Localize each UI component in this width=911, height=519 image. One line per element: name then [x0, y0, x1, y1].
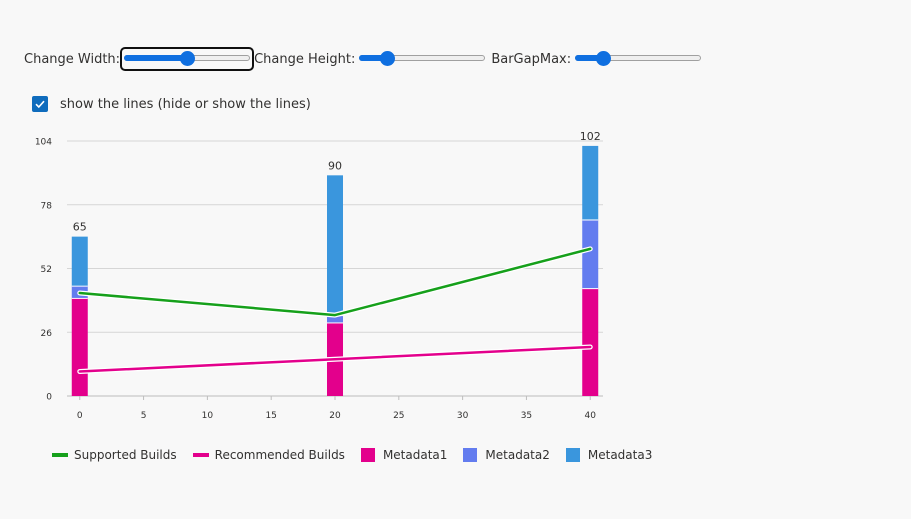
change-height-slider[interactable]: [357, 49, 487, 69]
legend-label: Supported Builds: [74, 448, 177, 462]
legend-label: Metadata2: [485, 448, 550, 462]
legend-swatch: [52, 453, 68, 457]
y-tick-label: 78: [41, 201, 53, 211]
slider-fill: [124, 55, 188, 61]
bargap-slider[interactable]: [573, 49, 703, 69]
change-width-label: Change Width:: [24, 51, 121, 67]
x-tick-label: 10: [202, 411, 214, 421]
legend-item-metadata1[interactable]: Metadata1: [360, 448, 448, 462]
slider-fill: [359, 55, 388, 61]
bar-totals: 65 90 102: [73, 130, 601, 234]
bar-segment-metadata3: [327, 175, 343, 316]
change-width-slider[interactable]: [120, 47, 255, 71]
slider-thumb[interactable]: [180, 51, 196, 66]
show-lines-row: show the lines (hide or show the lines): [32, 96, 311, 112]
bargap-control: BarGapMax:: [491, 49, 703, 69]
x-tick-label: 20: [329, 411, 341, 421]
legend-label: Recommended Builds: [214, 448, 345, 462]
bar-total-label: 102: [580, 130, 601, 143]
y-tick-label: 52: [41, 265, 52, 275]
legend-item-recommended-builds[interactable]: Recommended Builds: [192, 448, 345, 462]
bar-total-label: 90: [328, 159, 342, 172]
legend: Supported Builds Recommended Builds Meta…: [52, 448, 668, 462]
x-tick-label: 30: [457, 411, 469, 421]
bar-total-label: 65: [73, 221, 87, 234]
bar-segment-metadata3: [582, 145, 599, 220]
legend-label: Metadata3: [587, 448, 653, 462]
slider-thumb[interactable]: [595, 51, 611, 66]
x-tick-label: 25: [393, 411, 404, 421]
y-tick-label: 26: [41, 329, 53, 339]
bar-segment-metadata1: [582, 288, 599, 396]
legend-swatch: [565, 448, 580, 462]
show-lines-label: show the lines (hide or show the lines): [60, 96, 311, 112]
y-tick-label: 0: [46, 393, 52, 403]
y-axis: 0 26 52 78 104: [35, 138, 52, 403]
legend-swatch: [360, 448, 375, 462]
bar-segment-metadata2: [327, 315, 343, 323]
slider-thumb[interactable]: [380, 51, 396, 66]
line-recommended-builds: [78, 345, 592, 373]
checkmark-icon: [35, 100, 45, 109]
lines: [77, 246, 593, 374]
bar-segment-metadata1: [71, 297, 88, 396]
bar-segment-metadata2: [582, 219, 599, 289]
legend-swatch: [463, 448, 478, 462]
legend-item-metadata3[interactable]: Metadata3: [565, 448, 653, 462]
bar-segment-metadata3: [71, 236, 88, 286]
show-lines-checkbox[interactable]: [32, 96, 48, 112]
y-tick-label: 104: [35, 138, 52, 148]
x-tick-label: 15: [265, 411, 276, 421]
controls-bar: Change Width: Change Height: BarGapMax:: [24, 47, 703, 71]
legend-item-metadata2[interactable]: Metadata2: [463, 448, 550, 462]
x-tick-label: 5: [141, 411, 147, 421]
legend-swatch: [192, 453, 209, 457]
change-height-label: Change Height:: [254, 51, 356, 67]
change-width-control: Change Width:: [24, 47, 255, 71]
x-tick-label: 40: [585, 411, 597, 421]
chart: 0 26 52 78 104 0 5 10 15 20 25 30 35 40 65 90 102: [35, 130, 603, 421]
legend-item-supported-builds[interactable]: Supported Builds: [52, 448, 177, 462]
legend-label: Metadata1: [382, 448, 448, 462]
x-tick-label: 35: [521, 411, 532, 421]
x-tick-label: 0: [77, 411, 83, 421]
line-supported-builds: [78, 247, 592, 317]
bars: [71, 145, 599, 396]
x-axis: 0 5 10 15 20 25 30 35 40: [77, 396, 596, 421]
bargap-label: BarGapMax:: [491, 51, 572, 67]
change-height-control: Change Height:: [254, 49, 487, 69]
slider-fill: [575, 55, 603, 61]
